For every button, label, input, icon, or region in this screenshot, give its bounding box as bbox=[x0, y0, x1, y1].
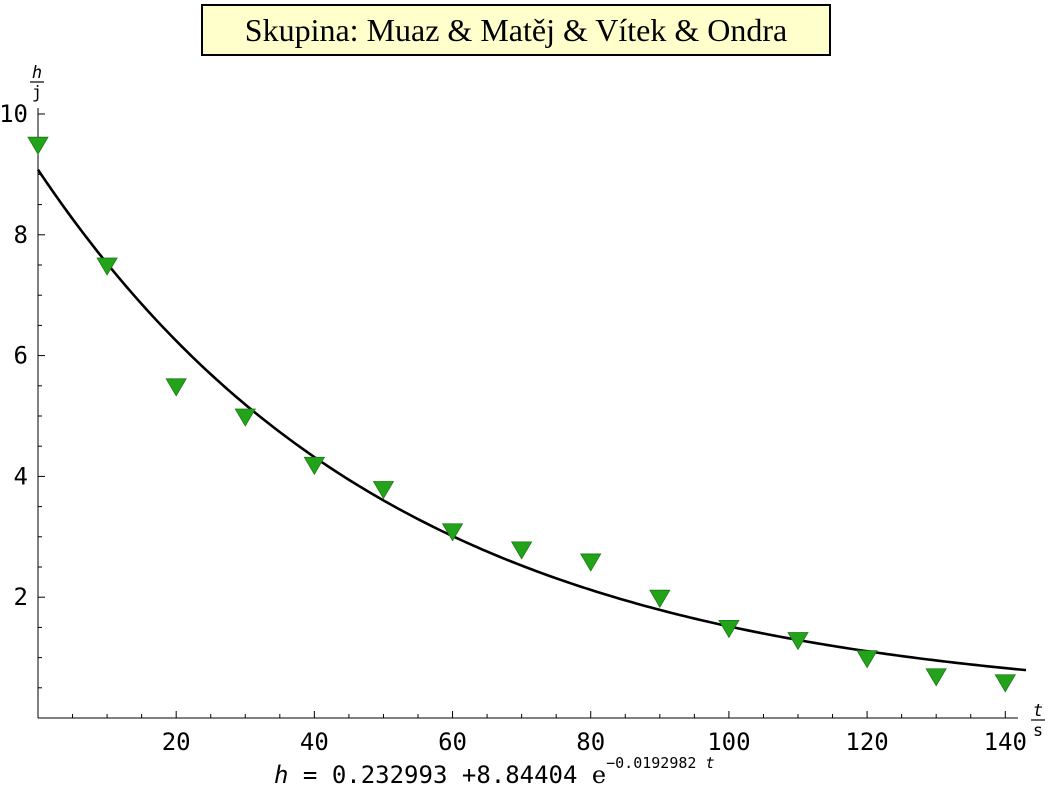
formula-exponent-coefficient: −0.0192982 bbox=[606, 754, 697, 772]
x-axis-unit-denominator: s bbox=[1033, 721, 1043, 741]
x-tick-label: 100 bbox=[707, 728, 750, 756]
data-point bbox=[649, 589, 671, 608]
data-point bbox=[510, 541, 533, 560]
data-point bbox=[856, 650, 878, 669]
data-point bbox=[372, 481, 395, 500]
fit-curve-group bbox=[36, 169, 1027, 672]
data-point bbox=[718, 620, 740, 639]
data-point bbox=[925, 668, 947, 687]
data-point bbox=[303, 456, 326, 476]
x-tick-label: 60 bbox=[438, 728, 467, 756]
data-point bbox=[165, 378, 187, 397]
fit-curve bbox=[36, 169, 1027, 672]
data-point bbox=[580, 553, 602, 572]
formula-constant: 0.232993 bbox=[331, 761, 448, 789]
formula-amplitude: 8.84404 bbox=[476, 761, 578, 789]
data-markers bbox=[27, 136, 1016, 693]
x-tick-label: 40 bbox=[300, 728, 329, 756]
data-point bbox=[787, 632, 809, 651]
y-tick-label: 10 bbox=[0, 100, 28, 128]
y-axis-unit-numerator: h bbox=[32, 63, 42, 83]
data-point bbox=[441, 523, 464, 542]
formula-lhs: h bbox=[274, 761, 289, 789]
formula-euler-e: e bbox=[591, 761, 607, 789]
data-point bbox=[994, 674, 1016, 693]
formula-exponent: −0.0192982 t bbox=[606, 754, 714, 772]
data-point bbox=[27, 136, 49, 155]
data-point bbox=[234, 408, 256, 427]
y-tick-label: 4 bbox=[14, 462, 28, 490]
chart-title: Skupina: Muaz & Matěj & Vítek & Ondra bbox=[201, 4, 831, 56]
x-axis-unit-numerator: t bbox=[1033, 701, 1043, 721]
x-tick-label: 80 bbox=[576, 728, 605, 756]
axes bbox=[37, 108, 1018, 719]
formula-equals: = bbox=[302, 761, 318, 789]
x-tick-label: 120 bbox=[845, 728, 888, 756]
fit-formula: h = 0.232993 +8.84404 e−0.0192982 t bbox=[274, 754, 715, 796]
x-tick-label: 20 bbox=[162, 728, 191, 756]
formula-exponent-var: t bbox=[705, 754, 715, 772]
y-tick-label: 2 bbox=[14, 583, 28, 611]
x-tick-label: 140 bbox=[984, 728, 1027, 756]
y-tick-label: 8 bbox=[14, 221, 28, 249]
formula-plus: + bbox=[461, 761, 477, 789]
y-axis-unit-denominator: j bbox=[32, 83, 42, 103]
data-point bbox=[96, 257, 118, 276]
y-tick-label: 6 bbox=[14, 342, 28, 370]
